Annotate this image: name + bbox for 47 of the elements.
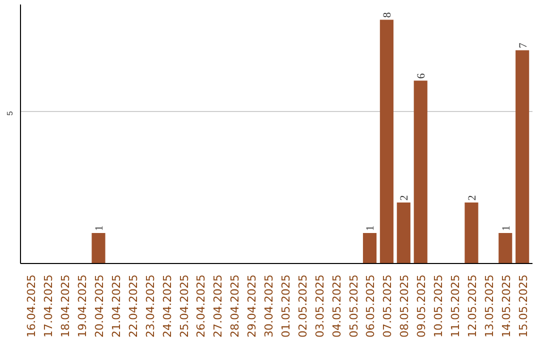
x-tick-label: 04.05.2025: [330, 274, 344, 338]
x-tick-label: 05.05.2025: [347, 274, 360, 338]
x-tick-label: 22.04.2025: [126, 274, 140, 338]
x-tick-label: 02.05.2025: [296, 274, 310, 338]
x-tick-label: 13.05.2025: [482, 274, 496, 338]
x-tick-label: 25.04.2025: [178, 274, 191, 338]
bar: [414, 80, 428, 264]
x-tick-label: 01.05.2025: [279, 274, 292, 338]
x-tick-label: 29.04.2025: [246, 274, 259, 338]
data-label: 1: [93, 226, 106, 232]
data-label: 8: [382, 12, 394, 18]
x-tick-label: 24.04.2025: [160, 274, 174, 338]
bar: [396, 202, 410, 264]
x-tick-label: 07.05.2025: [381, 274, 394, 338]
x-tick-label: 16.04.2025: [25, 274, 38, 338]
x-tick-label: 30.04.2025: [262, 274, 276, 338]
x-tick-label: 18.04.2025: [59, 274, 72, 338]
bar: [464, 202, 478, 264]
data-label: 2: [398, 195, 411, 201]
x-tick-label: 17.04.2025: [42, 274, 56, 338]
bar: [516, 50, 530, 264]
x-tick-label: 15.05.2025: [516, 274, 530, 338]
x-tick-label: 20.04.2025: [92, 274, 106, 338]
x-tick-label: 28.04.2025: [228, 274, 242, 338]
x-tick-label: 08.05.2025: [398, 274, 412, 338]
data-label: 1: [500, 226, 512, 232]
y-tick-label: 5: [6, 110, 14, 116]
bar: [92, 233, 106, 264]
bar: [498, 233, 512, 264]
data-label: 7: [517, 42, 530, 48]
x-tick-label: 21.04.2025: [110, 274, 123, 338]
x-tick-label: 10.05.2025: [432, 274, 446, 338]
bar: [362, 233, 377, 264]
x-tick-label: 14.05.2025: [500, 274, 513, 338]
data-label: 1: [364, 226, 377, 232]
x-tick-label: 19.04.2025: [76, 274, 90, 338]
data-label: 2: [466, 195, 478, 201]
x-tick-label: 26.04.2025: [194, 274, 208, 338]
data-label: 6: [416, 72, 428, 79]
x-tick-label: 06.05.2025: [364, 274, 378, 338]
bar: [380, 20, 394, 264]
x-tick-label: 12.05.2025: [466, 274, 479, 338]
x-tick-label: 03.05.2025: [313, 274, 326, 338]
x-tick-label: 09.05.2025: [415, 274, 428, 338]
x-tick-label: 27.04.2025: [212, 274, 225, 338]
x-tick-label: 23.04.2025: [144, 274, 157, 338]
x-tick-label: 11.05.2025: [449, 274, 462, 338]
